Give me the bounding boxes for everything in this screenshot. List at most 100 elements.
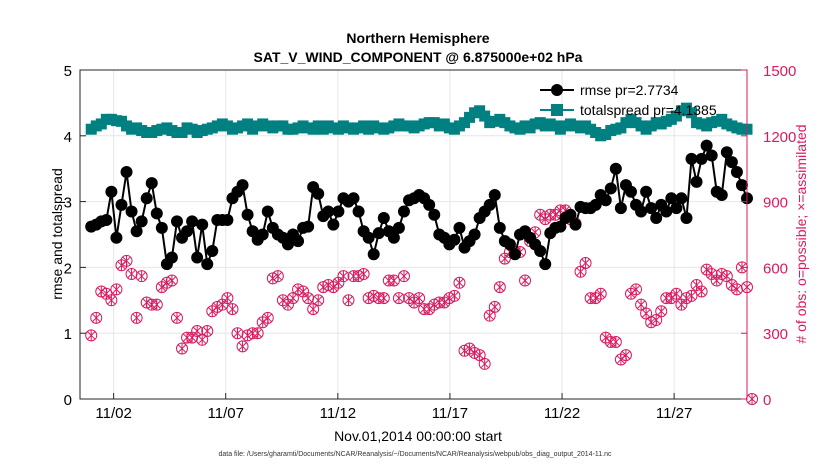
y-axis-left: 0 1 2 3 4 5 xyxy=(64,63,86,409)
obs-assimilated-marker xyxy=(313,294,323,306)
rmse-point xyxy=(312,187,325,200)
obs-assimilated-marker xyxy=(490,301,500,313)
y-left-tick-label: 4 xyxy=(64,129,72,146)
obs-assimilated-marker xyxy=(339,270,348,282)
rmse-point xyxy=(695,152,708,165)
obs-assimilated-marker xyxy=(238,340,247,352)
chart-title-line2: SAT_V_WIND_COMPONENT @ 6.875000e+02 hPa xyxy=(254,49,583,65)
y-axis-right: 0 300 600 900 1200 1500 xyxy=(741,63,796,409)
y-right-tick-label: 900 xyxy=(763,195,788,212)
rmse-point xyxy=(508,248,521,261)
rmse-point xyxy=(645,202,658,215)
rmse-point xyxy=(609,162,622,175)
rmse-point xyxy=(135,215,148,228)
rmse-point xyxy=(377,212,390,225)
rmse-point xyxy=(100,214,113,227)
rmse-point xyxy=(155,221,168,234)
footer-data-file: data file: /Users/gharamti/Documents/NCA… xyxy=(218,451,612,458)
y-left-tick-label: 2 xyxy=(64,260,72,277)
rmse-point xyxy=(241,208,254,221)
x-axis: 11/02 11/07 11/12 11/17 11/22 11/27 xyxy=(95,393,692,422)
rmse-point xyxy=(362,231,375,244)
obs-assimilated-marker xyxy=(152,299,162,311)
obs-assimilated-marker xyxy=(596,288,605,300)
rmse-point xyxy=(640,185,653,198)
totalspread-point xyxy=(479,110,491,122)
obs-assimilated-marker xyxy=(641,307,651,319)
y-left-tick-label: 3 xyxy=(64,195,72,212)
rmse-point xyxy=(125,205,138,218)
obs-assimilated-marker xyxy=(656,305,666,317)
rmse-point xyxy=(685,152,698,165)
rmse-point xyxy=(468,228,481,241)
x-tick-label: 11/07 xyxy=(208,405,244,422)
y-right-tick-label: 600 xyxy=(763,260,788,277)
obs-assimilated-marker xyxy=(520,275,530,287)
rmse-point xyxy=(196,218,209,231)
rmse-point xyxy=(186,215,199,228)
rmse-point xyxy=(569,218,582,231)
x-axis-label: Nov.01,2014 00:00:00 start xyxy=(334,428,502,444)
obs-assimilated-marker xyxy=(233,327,242,339)
rmse-point xyxy=(105,185,118,198)
rmse-point xyxy=(483,198,496,211)
rmse-point xyxy=(700,139,713,152)
obs-assimilated-marker xyxy=(636,299,646,311)
obs-assimilated-marker xyxy=(651,314,661,326)
obs-assimilated-marker xyxy=(394,292,404,304)
rmse-point xyxy=(261,205,274,218)
y-left-tick-label: 5 xyxy=(64,63,72,80)
rmse-point xyxy=(387,231,400,244)
obs-assimilated-marker xyxy=(86,329,96,341)
obs-assimilated-marker xyxy=(308,303,318,315)
rmse-point xyxy=(206,244,219,257)
obs-assimilated-marker xyxy=(167,275,177,287)
obs-assimilated-marker xyxy=(389,275,399,287)
chart-title-line1: Northern Hemisphere xyxy=(346,30,489,46)
rmse-point xyxy=(705,149,718,162)
rmse-point xyxy=(660,205,673,218)
rmse-point xyxy=(650,212,663,225)
rmse-point xyxy=(145,177,158,190)
rmse-point xyxy=(115,198,128,211)
rmse-point xyxy=(589,198,602,211)
x-tick-label: 11/27 xyxy=(656,405,692,422)
legend-rmse-label: rmse pr=2.7734 xyxy=(580,82,679,98)
rmse-point xyxy=(488,189,501,202)
rmse-series xyxy=(85,139,753,271)
obs-assimilated-marker xyxy=(495,281,505,293)
obs-assimilated-marker xyxy=(288,292,298,304)
rmse-point xyxy=(281,238,294,251)
rmse-point xyxy=(165,251,178,264)
rmse-point xyxy=(191,251,204,264)
obs-assimilated-marker xyxy=(132,312,141,324)
obs-assimilated-marker xyxy=(455,277,464,289)
rmse-point xyxy=(720,146,733,159)
obs-assimilated-marker xyxy=(475,349,484,361)
rmse-point xyxy=(367,248,380,261)
rmse-point xyxy=(110,231,123,244)
rmse-point xyxy=(534,244,547,257)
obs-assimilated-marker xyxy=(112,283,121,295)
rmse-point xyxy=(428,208,441,221)
rmse-point xyxy=(670,202,683,215)
rmse-point xyxy=(130,225,143,238)
rmse-point xyxy=(539,258,552,271)
obs-assimilated-marker xyxy=(480,358,489,370)
totalspread-point xyxy=(686,107,698,119)
obs-assimilated-marker xyxy=(414,292,424,304)
legend-rmse-marker xyxy=(551,84,563,96)
obs-assimilated-marker xyxy=(177,343,187,355)
rmse-point xyxy=(453,221,466,234)
rmse-point xyxy=(372,227,385,240)
rmse-point xyxy=(599,194,612,207)
obs-assimilated-marker xyxy=(127,268,136,280)
y-right-tick-label: 300 xyxy=(763,326,788,343)
obs-assimilated-marker xyxy=(672,288,681,300)
rmse-point xyxy=(680,212,693,225)
legend-totalspread-label: totalspread pr=4.1385 xyxy=(580,102,717,118)
obs-assimilated-marker xyxy=(697,286,706,298)
rmse-point xyxy=(352,205,365,218)
obs-assimilated-marker xyxy=(253,327,262,339)
rmse-point xyxy=(725,156,738,169)
